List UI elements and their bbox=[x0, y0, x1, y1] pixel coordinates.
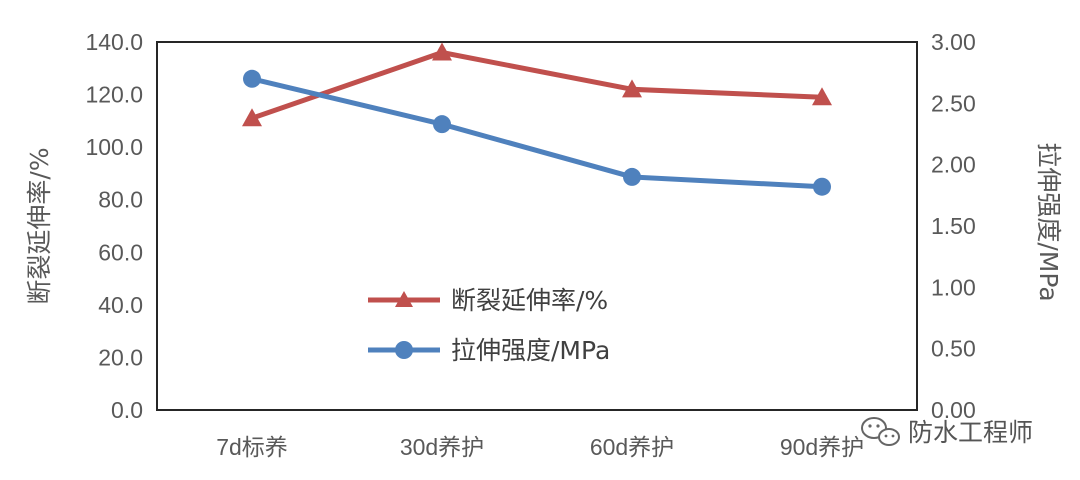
plot-area bbox=[156, 41, 918, 411]
left-tick-label: 80.0 bbox=[98, 187, 143, 213]
wechat-icon bbox=[861, 417, 900, 446]
data-point-circle bbox=[243, 69, 261, 88]
left-tick-label: 20.0 bbox=[98, 344, 143, 370]
x-tick-label: 30d养护 bbox=[400, 434, 484, 460]
left-tick-label: 60.0 bbox=[98, 239, 143, 265]
left-tick-label: 140.0 bbox=[85, 29, 143, 55]
right-axis-title: 拉伸强度/MPa bbox=[1034, 142, 1063, 301]
right-tick-label: 1.50 bbox=[931, 213, 976, 239]
right-axis-ticks: 0.00 0.50 1.00 1.50 2.00 2.50 3.00 bbox=[931, 29, 976, 423]
series-layer bbox=[242, 42, 832, 196]
data-point-circle bbox=[623, 167, 641, 186]
legend-triangle-marker bbox=[395, 291, 413, 307]
left-tick-label: 0.0 bbox=[111, 397, 143, 423]
legend-label-tensile-strength: 拉伸强度/MPa bbox=[451, 336, 610, 365]
right-tick-label: 0.50 bbox=[931, 336, 976, 362]
x-tick-label: 90d养护 bbox=[780, 434, 864, 460]
data-point-circle bbox=[813, 177, 831, 196]
series-tensile-strength bbox=[243, 69, 831, 196]
right-tick-label: 1.00 bbox=[931, 274, 976, 300]
left-tick-label: 40.0 bbox=[98, 292, 143, 318]
series-line bbox=[251, 50, 823, 121]
data-point-triangle bbox=[812, 87, 832, 106]
right-tick-label: 2.50 bbox=[931, 90, 976, 116]
x-axis-ticks: 7d标养 30d养护 60d养护 90d养护 bbox=[216, 434, 864, 460]
right-tick-label: 3.00 bbox=[931, 29, 976, 55]
series-elongation bbox=[242, 42, 832, 127]
left-tick-label: 120.0 bbox=[85, 82, 143, 108]
legend-item-elongation: 断裂延伸率/% bbox=[368, 286, 608, 315]
data-point-circle bbox=[433, 115, 451, 134]
series-line bbox=[251, 76, 823, 190]
data-point-triangle bbox=[242, 108, 262, 127]
right-tick-label: 0.00 bbox=[931, 397, 976, 423]
legend: 断裂延伸率/% 拉伸强度/MPa bbox=[368, 286, 610, 365]
left-tick-label: 100.0 bbox=[85, 134, 143, 160]
legend-circle-marker bbox=[395, 341, 413, 359]
right-tick-label: 2.00 bbox=[931, 152, 976, 178]
left-axis-title: 断裂延伸率/% bbox=[25, 147, 54, 304]
legend-item-tensile-strength: 拉伸强度/MPa bbox=[368, 336, 610, 365]
data-point-triangle bbox=[622, 79, 642, 98]
x-tick-label: 7d标养 bbox=[216, 434, 288, 460]
watermark: 防水工程师 bbox=[861, 417, 1033, 447]
left-axis-ticks: 0.0 20.0 40.0 60.0 80.0 100.0 120.0 140.0 bbox=[85, 29, 143, 423]
watermark-text: 防水工程师 bbox=[908, 418, 1033, 447]
legend-label-elongation: 断裂延伸率/% bbox=[451, 286, 608, 315]
data-point-triangle bbox=[432, 42, 452, 61]
x-tick-label: 60d养护 bbox=[590, 434, 674, 460]
